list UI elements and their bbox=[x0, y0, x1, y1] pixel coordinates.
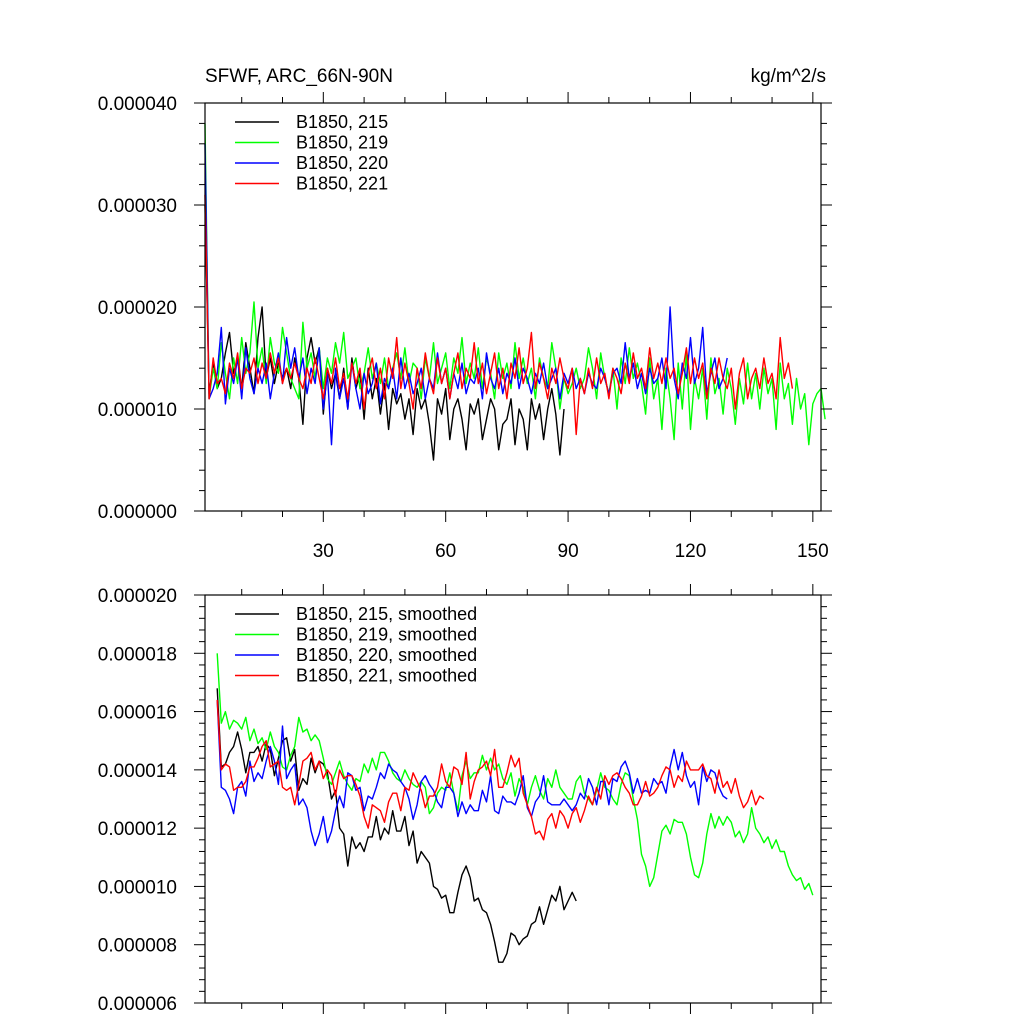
bottom-series-line-2 bbox=[216, 699, 728, 847]
bottom-legend-label-0: B1850, 215, smoothed bbox=[296, 604, 477, 624]
top-xtick-label: 90 bbox=[558, 541, 579, 562]
bottom-series-line-0 bbox=[216, 688, 577, 963]
top-ytick-label: 0.000040 bbox=[98, 94, 177, 115]
top-series-line-0 bbox=[204, 204, 565, 461]
bottom-ytick-label: 0.000008 bbox=[98, 936, 177, 957]
bottom-series-line-3 bbox=[216, 699, 765, 841]
panel-title-right: kg/m^2/s bbox=[751, 66, 826, 87]
bottom-ytick-label: 0.000010 bbox=[98, 877, 177, 898]
top-legend-label-0: B1850, 215 bbox=[296, 112, 388, 132]
bottom-ytick-label: 0.000014 bbox=[98, 761, 178, 782]
bottom-panel: 0.000006 0.000008 0.000010 0.000012 0.000014… bbox=[98, 584, 832, 1015]
bottom-ytick-label: 0.000006 bbox=[98, 994, 177, 1015]
top-legend-label-1: B1850, 219 bbox=[296, 133, 388, 153]
top-xtick-label: 30 bbox=[313, 541, 334, 562]
top-series-line-3 bbox=[204, 194, 794, 436]
bottom-ytick-label: 0.000012 bbox=[98, 819, 177, 840]
bottom-legend-label-2: B1850, 220, smoothed bbox=[296, 645, 477, 665]
bottom-ytick-label: 0.000018 bbox=[98, 644, 177, 665]
top-ytick-label: 0.000030 bbox=[98, 196, 177, 217]
top-legend-label-3: B1850, 221 bbox=[296, 174, 388, 194]
top-legend-label-2: B1850, 220 bbox=[296, 153, 388, 173]
panel-title-left: SFWF, ARC_66N-90N bbox=[205, 66, 393, 87]
bottom-legend-label-1: B1850, 219, smoothed bbox=[296, 625, 477, 645]
bottom-plot-frame bbox=[204, 594, 822, 1004]
top-xtick-label: 150 bbox=[797, 541, 829, 562]
bottom-series-line-1 bbox=[216, 653, 814, 896]
top-panel: 0.000000 0.000010 0.000020 0.000030 0.000040… bbox=[98, 92, 832, 562]
top-xtick-label: 60 bbox=[435, 541, 456, 562]
bottom-legend-label-3: B1850, 221, smoothed bbox=[296, 666, 477, 686]
top-xtick-label: 120 bbox=[675, 541, 707, 562]
top-series-line-1 bbox=[204, 123, 826, 446]
bottom-ytick-label: 0.000016 bbox=[98, 703, 177, 724]
top-ytick-label: 0.000010 bbox=[98, 400, 177, 421]
top-ytick-label: 0.000020 bbox=[98, 298, 177, 319]
top-series-line-2 bbox=[204, 143, 728, 446]
bottom-ytick-label: 0.000020 bbox=[98, 586, 177, 607]
top-ytick-label: 0.000000 bbox=[98, 502, 177, 523]
